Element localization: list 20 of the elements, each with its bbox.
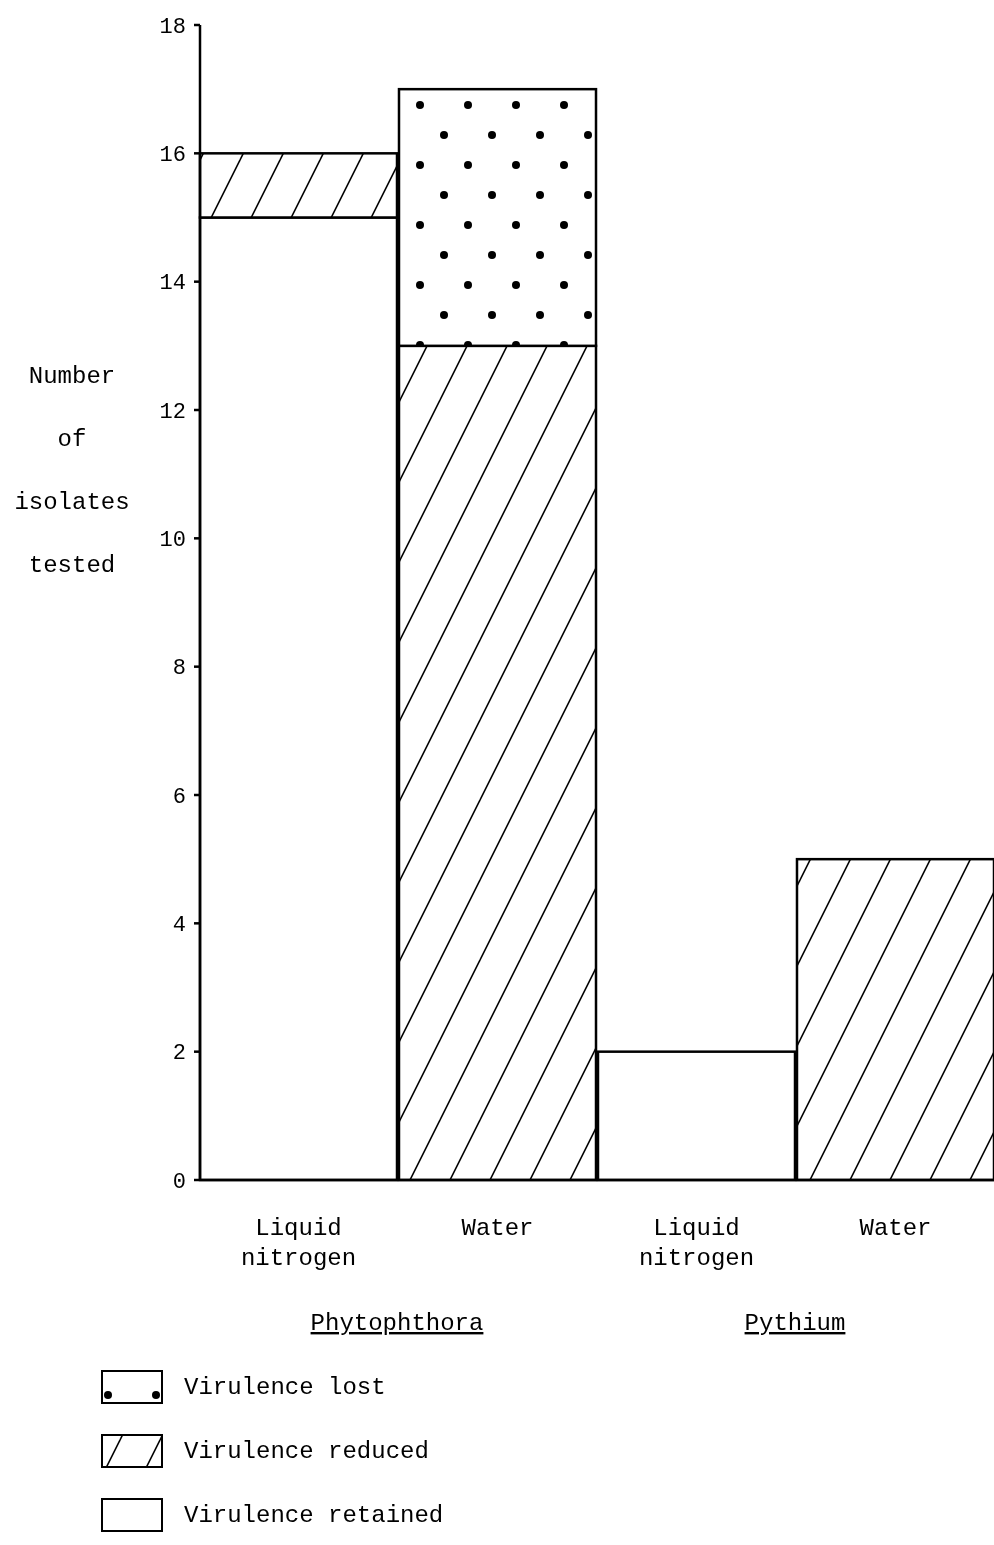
y-tick-label: 4 xyxy=(172,913,186,939)
x-tick-label: Water xyxy=(859,1215,932,1242)
x-tick-label: Water xyxy=(461,1215,534,1242)
text: Pythium xyxy=(744,1310,846,1337)
legend-label: Virulence retained xyxy=(184,1501,444,1529)
y-tick-label: 12 xyxy=(159,399,186,425)
x-tick-label: Liquid nitrogen xyxy=(240,1215,357,1272)
y-tick-label: 14 xyxy=(159,271,186,297)
y-tick-label: 6 xyxy=(172,784,186,810)
x-tick-label: Liquid nitrogen xyxy=(638,1215,755,1272)
legend-label: Virulence reduced xyxy=(184,1437,429,1465)
y-tick-label: 2 xyxy=(172,1041,186,1067)
y-tick-label: 16 xyxy=(159,143,186,169)
y-tick-label: 10 xyxy=(159,528,186,554)
text: Number of isolates tested xyxy=(14,363,130,579)
text: Phytophthora xyxy=(310,1310,484,1337)
legend-label: Virulence lost xyxy=(184,1373,386,1401)
y-tick-label: 18 xyxy=(159,14,186,40)
y-tick-label: 0 xyxy=(172,1169,186,1195)
y-tick-label: 8 xyxy=(172,656,186,682)
